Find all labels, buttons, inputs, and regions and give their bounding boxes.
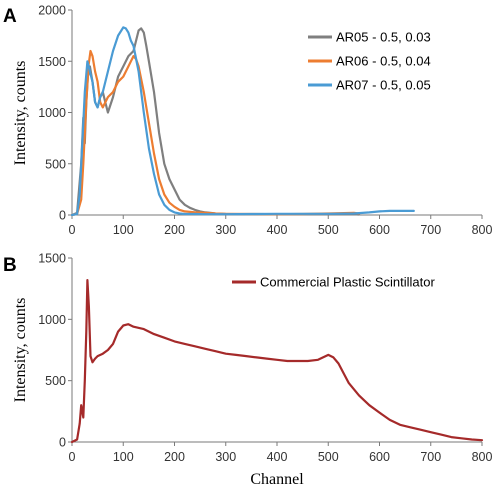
x-tick-label: 400: [267, 223, 288, 237]
series-line-1: [70, 279, 484, 444]
series-line-2: [70, 49, 361, 217]
panel-label-a: A: [3, 6, 17, 27]
legend-label-3: AR07 - 0.5, 0.05: [336, 78, 431, 93]
y-tick-label: 0: [59, 436, 66, 450]
x-tick-label: 400: [267, 450, 288, 464]
x-tick-label: 300: [215, 223, 236, 237]
y-tick-label: 2000: [38, 4, 66, 18]
legend-label-1: AR05 - 0.5, 0.03: [336, 30, 431, 45]
x-tick-label: 500: [318, 223, 339, 237]
x-tick-label: 700: [420, 450, 441, 464]
chart-b: 0 500 1000 1500 0 100 200 300 400 500 600 700 800 Int…: [12, 252, 492, 489]
y-tick-label: 1000: [38, 313, 66, 327]
series-line-3: [70, 26, 415, 217]
x-tick-label: 100: [113, 223, 134, 237]
x-tick-label: 600: [369, 450, 390, 464]
legend-label-2: AR06 - 0.5, 0.04: [336, 54, 431, 69]
x-axis-title: Channel: [250, 471, 304, 488]
y-tick-label: 1500: [38, 252, 66, 266]
y-tick-label: 1000: [38, 106, 66, 120]
y-axis-title: Intensity, counts: [12, 61, 29, 166]
y-tick-label: 1500: [38, 55, 66, 69]
x-tick-label: 600: [369, 223, 390, 237]
legend-label-1: Commercial Plastic Scintillator: [260, 275, 435, 290]
y-axis-title: Intensity, counts: [12, 298, 29, 403]
x-tick-label: 300: [215, 450, 236, 464]
series-line-1: [70, 27, 361, 217]
y-tick-label: 0: [59, 209, 66, 223]
x-tick-label: 700: [420, 223, 441, 237]
panel-label-b: B: [3, 255, 17, 276]
x-tick-label: 0: [69, 450, 76, 464]
x-tick-label: 500: [318, 450, 339, 464]
x-tick-label: 0: [69, 223, 76, 237]
x-tick-label: 800: [472, 223, 493, 237]
y-tick-label: 500: [45, 157, 66, 171]
x-tick-label: 800: [472, 450, 493, 464]
x-tick-label: 100: [113, 450, 134, 464]
y-tick-label: 500: [45, 374, 66, 388]
chart-a: 0 500 1000 1500 2000 0 100 200 300 400 500 600 700 80…: [12, 4, 492, 238]
x-tick-label: 200: [164, 450, 185, 464]
x-tick-label: 200: [164, 223, 185, 237]
